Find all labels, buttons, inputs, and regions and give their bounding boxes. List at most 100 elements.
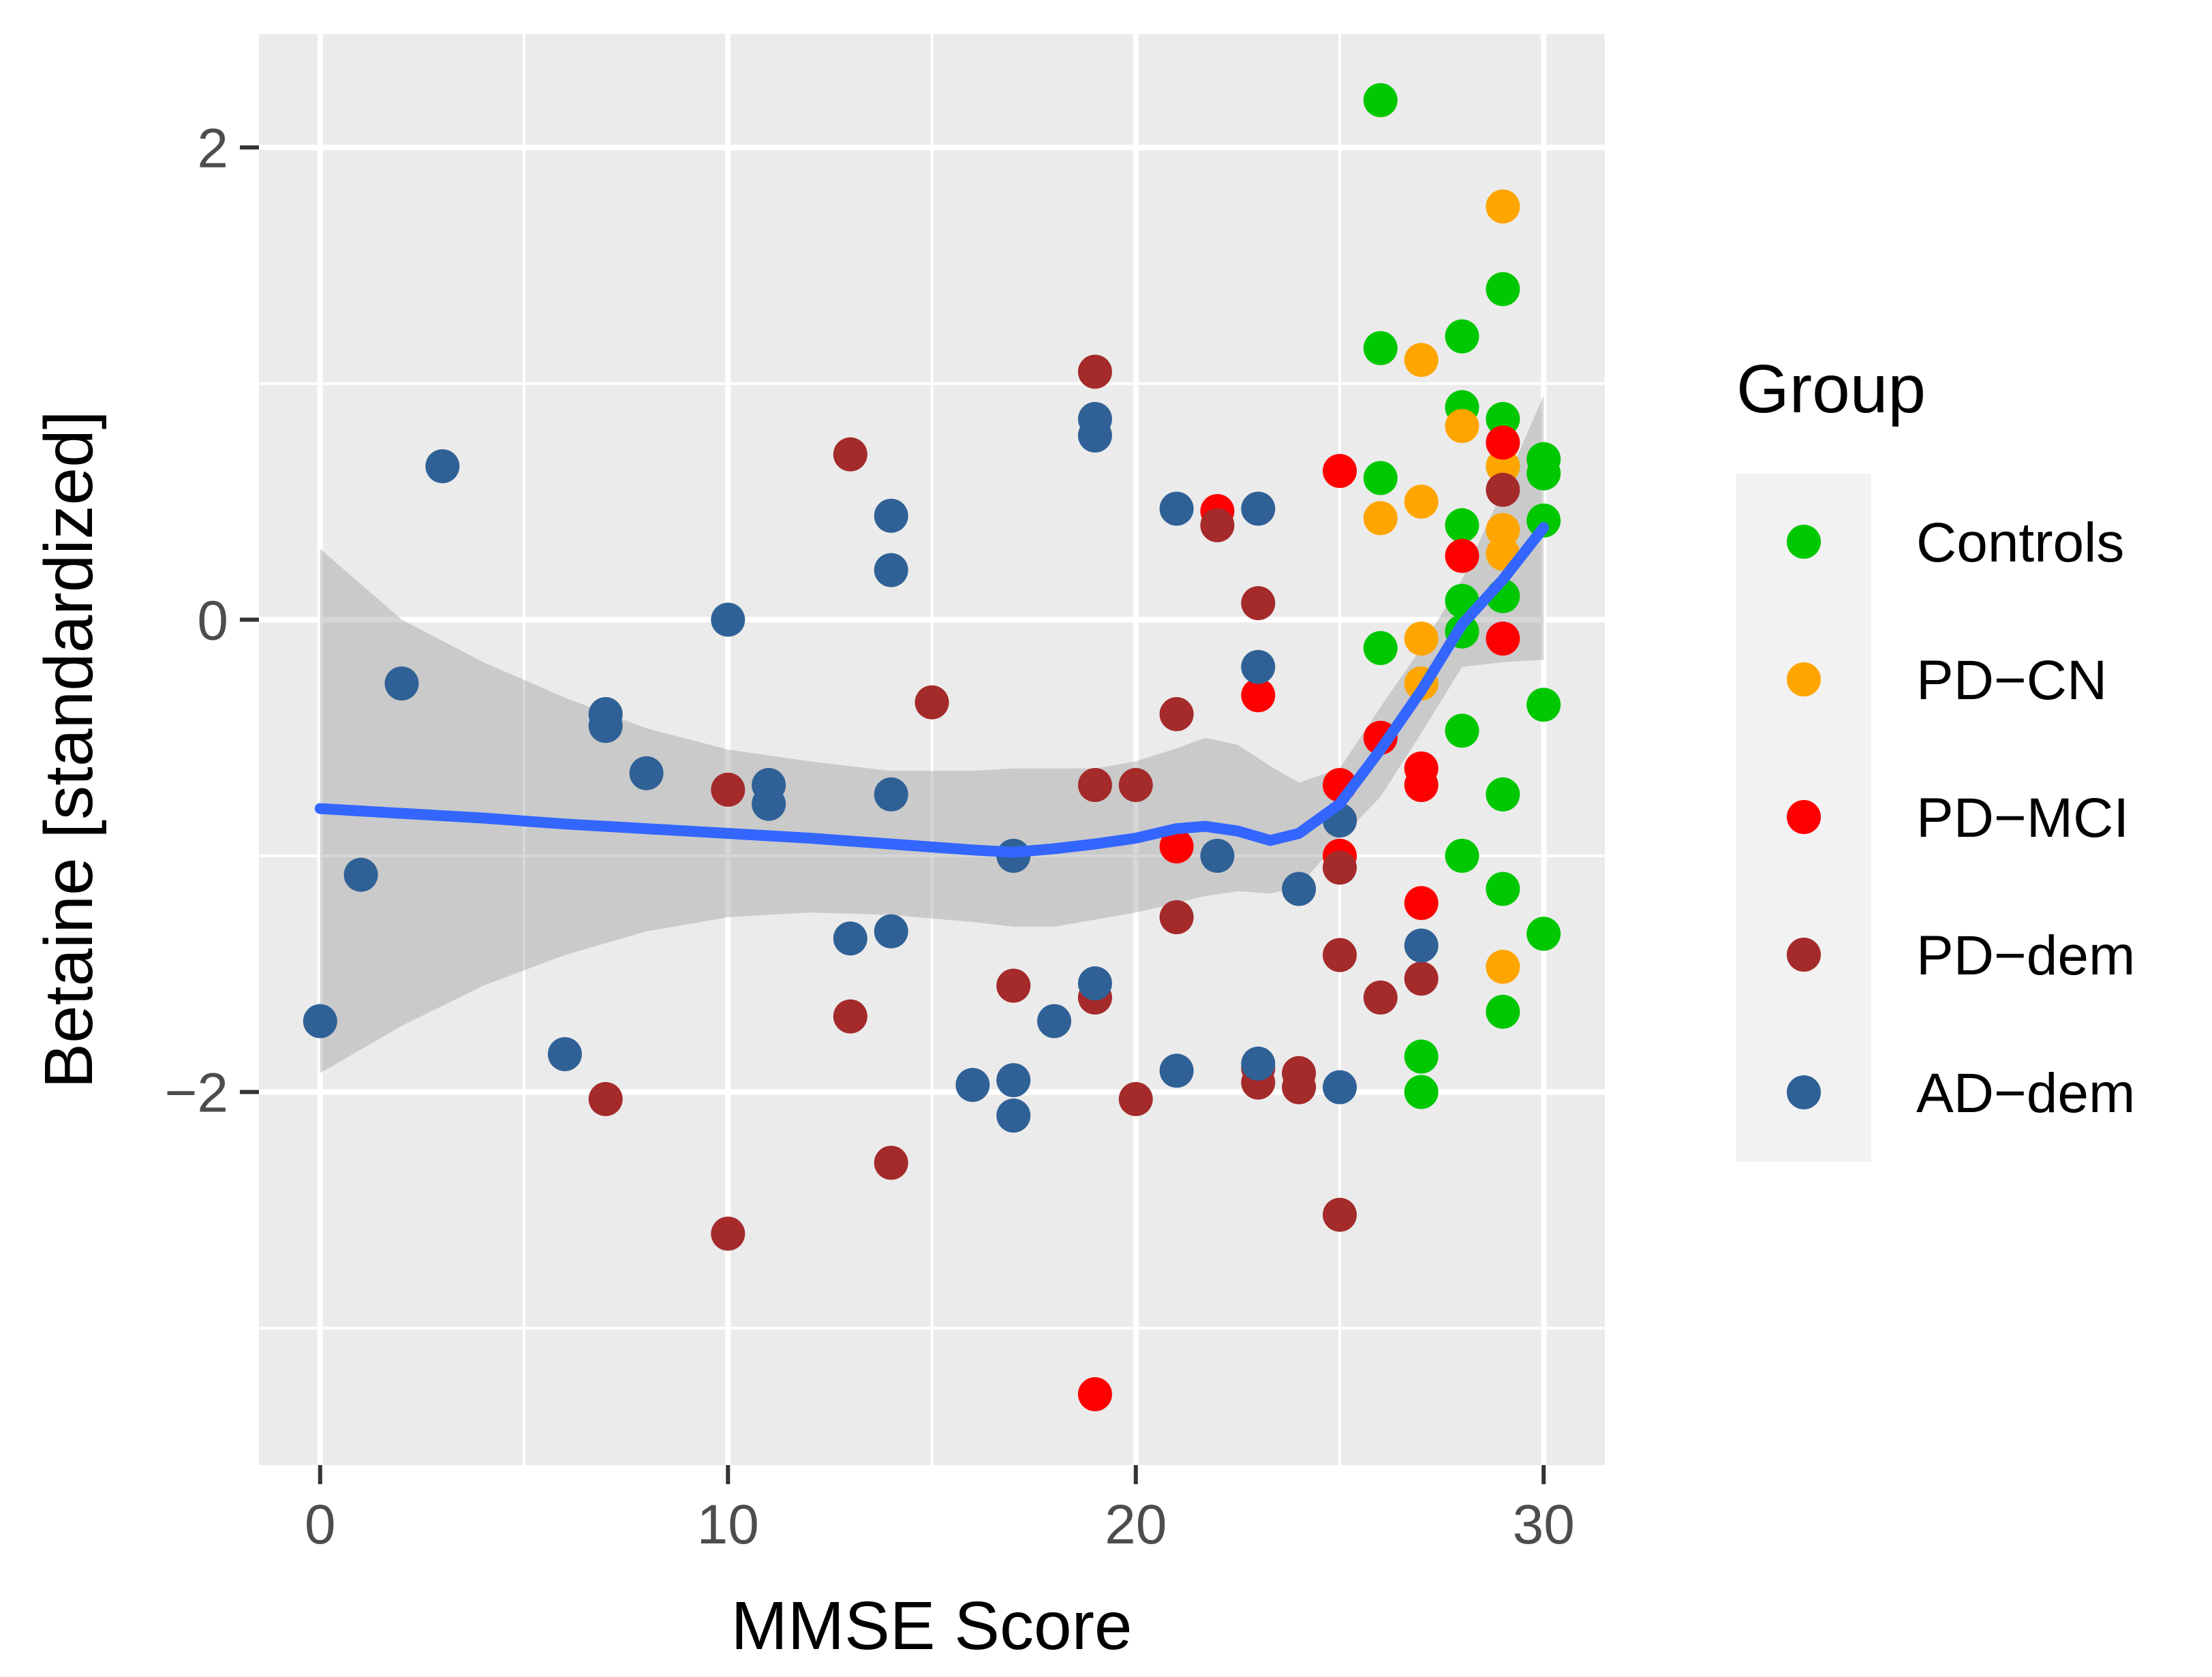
data-point-controls [1445,713,1479,748]
confidence-band [320,395,1544,1073]
data-point-pd-mci [1323,454,1357,489]
smooth-line-layer [314,522,1550,858]
legend-label-pd-dem: PD−dem [1916,925,2135,987]
data-point-controls [1526,456,1561,491]
data-point-pd-dem [1241,586,1276,621]
data-point-pd-mci [1445,538,1479,573]
data-point-controls [1404,1075,1439,1109]
data-point-ad-dem [874,914,908,949]
data-point-pd-dem [1159,900,1194,934]
data-point-ad-dem [1077,418,1112,453]
data-point-pd-mci [1486,621,1520,656]
data-point-controls [1486,994,1520,1029]
data-point-pd-mci [1077,1377,1112,1411]
data-point-pd-dem [1323,850,1357,885]
data-point-pd-dem [915,685,949,720]
data-point-ad-dem [547,1037,582,1071]
grid-major [259,34,1605,1465]
data-point-pd-cn [1404,621,1439,656]
legend-label-controls: Controls [1916,512,2124,574]
data-point-ad-dem [874,498,908,533]
y-tick-label-2: 2 [197,117,228,179]
data-point-pd-dem [833,999,867,1034]
data-point-controls [1445,838,1479,873]
data-point-ad-dem [1323,1070,1357,1105]
y-axis: −2 0 2 [165,117,259,1124]
legend-key-controls [1787,525,1821,559]
data-point-pd-cn [1486,449,1520,484]
data-point-controls [1486,401,1520,436]
data-point-controls [1486,272,1520,307]
data-point-ad-dem [1404,928,1439,963]
data-point-pd-dem [1159,697,1194,731]
data-point-ad-dem [343,857,378,892]
data-point-controls [1363,330,1398,365]
data-point-pd-dem [996,968,1031,1003]
data-point-pd-cn [1486,189,1520,224]
y-tick-label--2: −2 [165,1062,229,1124]
data-point-pd-cn [1363,501,1398,536]
data-point-controls [1486,777,1520,812]
legend-entries: Controls PD−CN PD−MCI PD−dem AD−dem [1787,512,2135,1124]
x-axis: 0 10 20 30 [305,1465,1575,1556]
legend-key-pd-cn [1787,662,1821,696]
data-point-ad-dem [874,777,908,812]
data-point-ad-dem [1241,1046,1276,1081]
data-point-pd-dem [874,1145,908,1180]
data-point-ad-dem [1282,872,1317,906]
data-point-ad-dem [303,1004,337,1038]
data-point-controls [1486,872,1520,906]
legend-label-pd-cn: PD−CN [1916,649,2107,711]
data-point-ad-dem [1200,838,1235,873]
data-point-ad-dem [588,709,623,743]
data-point-ad-dem [874,553,908,587]
data-point-ad-dem [1037,1004,1071,1038]
x-tick-label-30: 30 [1513,1494,1575,1556]
data-point-pd-dem [833,437,867,472]
data-point-pd-dem [1486,472,1520,507]
data-point-controls [1363,631,1398,665]
data-point-ad-dem [711,602,746,637]
legend-label-pd-mci: PD−MCI [1916,787,2129,849]
data-point-pd-dem [1077,768,1112,802]
data-point-pd-cn [1486,512,1520,547]
data-point-controls [1526,688,1561,722]
data-point-pd-dem [1200,508,1235,542]
x-tick-label-20: 20 [1105,1494,1167,1556]
data-point-controls [1526,917,1561,951]
data-point-pd-dem [711,772,746,807]
legend-title: Group [1736,351,1926,427]
data-point-ad-dem [1159,1053,1194,1088]
legend: Group Controls PD−CN PD−MCI PD−dem AD−dem [1736,351,2135,1162]
x-tick-label-10: 10 [697,1494,759,1556]
data-point-ad-dem [996,1063,1031,1098]
data-point-controls [1526,503,1561,538]
data-point-controls [1445,508,1479,542]
data-point-pd-mci [1404,886,1439,921]
data-point-ad-dem [629,756,664,790]
data-point-ad-dem [996,1098,1031,1133]
data-point-ad-dem [955,1068,990,1103]
data-point-ad-dem [752,786,786,821]
data-point-ad-dem [1159,491,1194,526]
x-axis-title: MMSE Score [731,1588,1132,1664]
data-point-pd-cn [1404,343,1439,378]
data-point-ad-dem [1077,966,1112,1001]
data-point-pd-cn [1445,409,1479,444]
data-point-ad-dem [1241,649,1276,684]
data-point-ad-dem [833,921,867,956]
data-point-pd-dem [588,1081,623,1116]
data-point-pd-dem [1118,1081,1153,1116]
data-point-ad-dem [425,449,460,484]
y-tick-label-0: 0 [197,589,228,651]
grid-minor [259,34,1605,1465]
data-point-pd-cn [1486,949,1520,984]
data-point-pd-dem [1077,354,1112,389]
data-point-controls [1363,83,1398,117]
data-point-pd-dem [1323,938,1357,972]
data-point-controls [1445,319,1479,354]
data-point-pd-cn [1404,484,1439,519]
data-point-pd-dem [1363,980,1398,1015]
data-point-pd-dem [711,1216,746,1251]
